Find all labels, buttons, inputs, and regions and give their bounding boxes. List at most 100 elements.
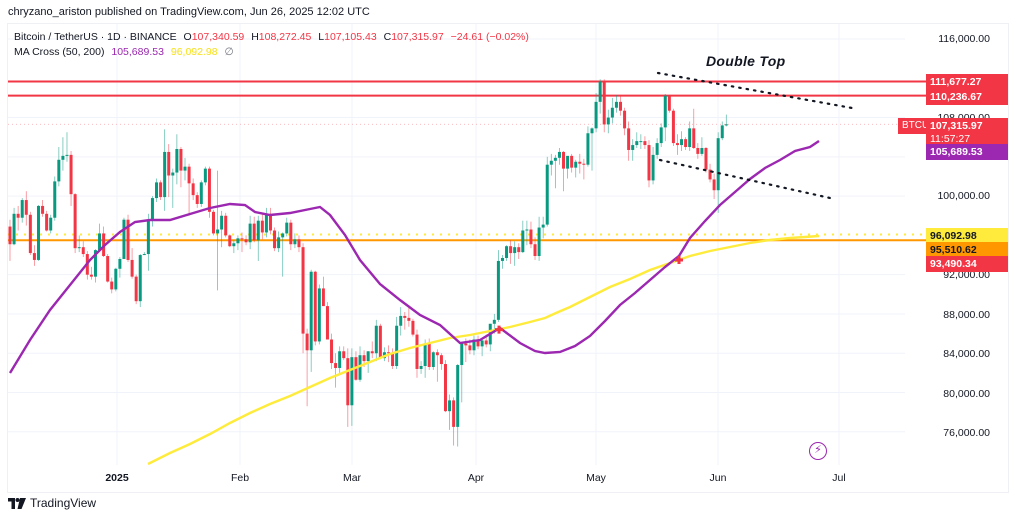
change-value: −24.61 (−0.02%) [450,31,529,43]
ma200-tag: 96,092.98 [926,228,1008,244]
trendlines [656,71,854,200]
candle-down [671,110,675,144]
candle-up [419,366,423,369]
candle-down [562,151,566,169]
candle-down [602,81,606,125]
resistance-high-tag: 111,677.27 [926,74,1008,90]
candle-up [614,101,618,108]
candle-up [525,229,529,231]
golden-cross-icon [675,256,683,265]
candle-up [635,141,639,146]
candle-up [36,205,40,260]
candle-up [594,101,598,129]
candle-up [374,325,378,354]
candle-up [598,81,602,102]
candle-down [704,148,708,170]
y-tick-92000: 92,000.00 [943,269,990,281]
candle-up [138,255,142,302]
ma200-value: 96,092.98 [170,46,218,58]
y-tick-100000: 100,000.00 [937,190,990,202]
symbol-title[interactable]: Bitcoin / TetherUS · 1D · BINANCE [14,31,177,43]
x-tick-apr: Apr [467,472,485,484]
candle-up [281,233,285,238]
candle-down [533,244,537,257]
double-top-annotation[interactable]: Double Top [706,53,786,69]
x-tick-2025: 2025 [105,472,129,484]
candle-down [708,169,712,180]
candle-down [212,211,215,234]
last-price-tag: 107,315.97 [926,118,1008,133]
candle-down [252,223,256,241]
candle-up [203,168,207,183]
publisher-caption: chryzano_ariston published on TradingVie… [8,6,370,18]
candle-up [20,200,24,218]
candle-down [334,363,338,368]
candle-up [61,155,65,160]
candle-up [277,237,281,249]
candle-up [431,352,435,367]
candle-up [423,343,427,367]
candle-down [159,182,163,198]
candle-up [663,95,667,128]
candle-up [500,257,504,261]
candle-down [191,183,195,196]
chart-frame[interactable] [7,23,1009,493]
candle-down [696,148,700,154]
candle-down [484,340,488,345]
hidden-indicator-icon[interactable]: ∅ [224,46,234,58]
candle-down [240,238,244,240]
candle-down [509,246,513,254]
chart-legend: Bitcoin / TetherUS · 1D · BINANCE O107,3… [14,30,529,60]
candle-up [65,154,69,156]
candle-up [118,258,122,269]
candle-up [350,357,354,406]
candle-down [126,219,130,260]
candle-down [427,343,431,367]
candle-up [146,220,150,255]
ma50-value: 105,689.53 [111,46,164,58]
candle-down [415,334,419,369]
ma50-tag: 105,689.53 [926,144,1008,160]
candle-down [260,220,264,233]
candle-down [647,145,651,181]
lightning-event-icon[interactable]: ⚡ [809,442,827,460]
candlesticks [8,79,728,447]
candle-up [114,268,118,290]
candle-down [321,288,325,307]
candle-down [24,200,28,215]
candle-up [716,138,720,191]
candle-down [89,274,93,277]
candle-down [273,230,277,249]
y-tick-88000: 88,000.00 [943,309,990,321]
candle-up [232,243,236,247]
candle-up [171,172,175,176]
x-tick-jun: Jun [709,472,727,484]
candle-down [167,151,171,176]
tradingview-brand[interactable]: TradingView [30,496,97,510]
candle-down [16,213,20,218]
ma50-line [8,140,820,374]
candle-down [342,351,346,359]
candle-up [285,222,289,234]
candle-up [574,161,578,168]
candle-up [317,288,321,342]
candle-down [623,110,627,129]
candle-down [578,161,582,164]
moving-averages [8,140,820,466]
candle-up [631,145,635,150]
indicator-title[interactable]: MA Cross (50, 200) [14,46,105,58]
candle-up [549,160,553,165]
candle-up [57,159,61,182]
candle-up [264,213,268,233]
candle-up [175,148,179,173]
candle-up [399,315,403,326]
candle-down [268,213,272,231]
candle-down [73,194,77,249]
death-cross-icon [495,325,503,334]
upper-trendline [656,71,854,110]
x-tick-jul: Jul [832,472,846,484]
candle-up [659,127,663,144]
candle-down [468,345,472,351]
candle-up [639,141,643,143]
